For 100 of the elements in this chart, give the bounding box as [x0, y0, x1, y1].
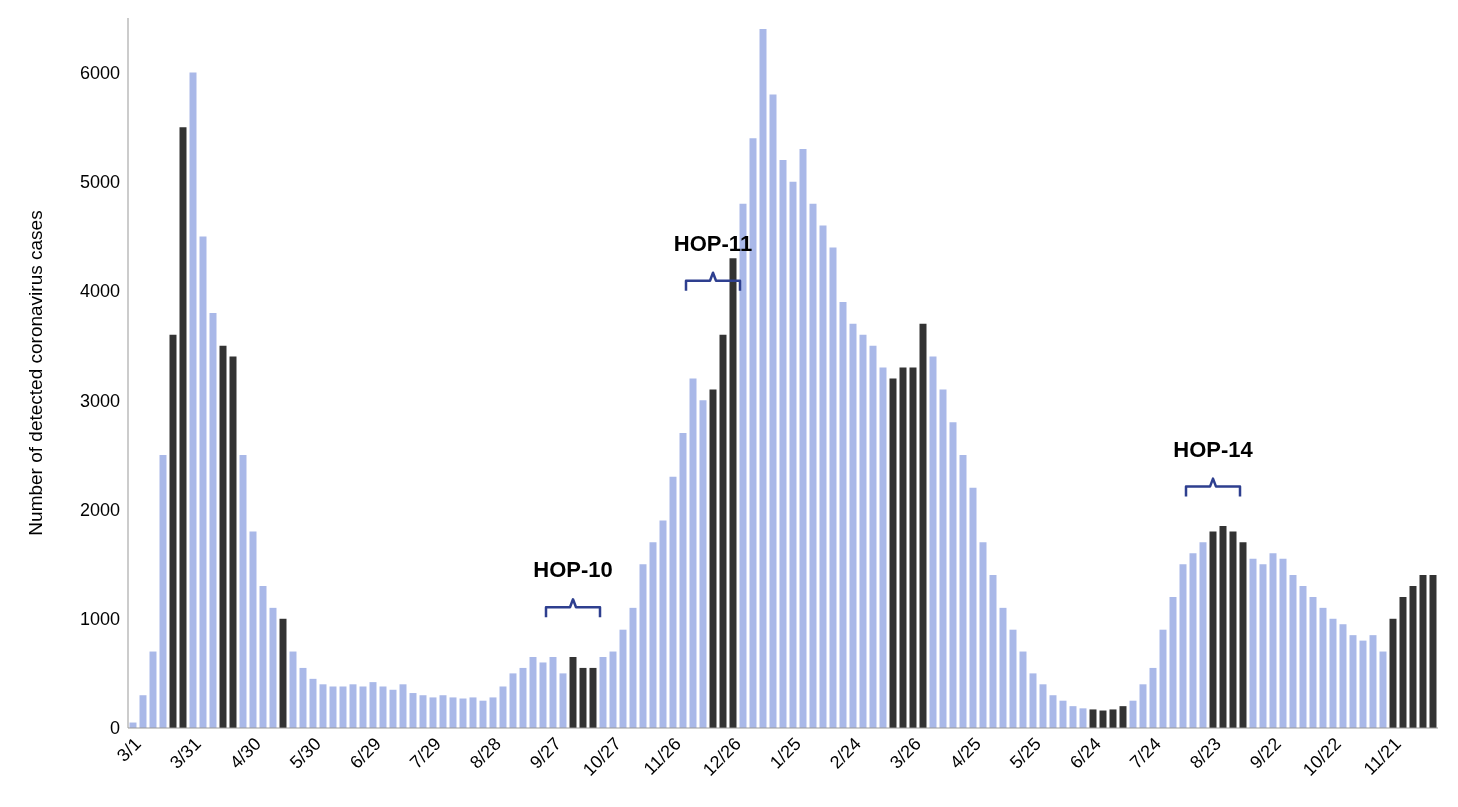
bar	[1219, 525, 1227, 728]
bar	[759, 28, 767, 728]
bar	[629, 607, 637, 728]
bar	[429, 697, 437, 728]
bar	[299, 667, 307, 728]
bar	[279, 618, 287, 728]
x-tick-label: 7/29	[405, 733, 445, 773]
bar	[1199, 542, 1207, 728]
bar	[1289, 575, 1297, 728]
bar	[1349, 635, 1357, 728]
bar	[319, 684, 327, 728]
bar	[1389, 618, 1397, 728]
bar	[659, 520, 667, 728]
bar	[669, 476, 677, 728]
bar	[489, 697, 497, 728]
bar	[639, 564, 647, 728]
bar	[729, 258, 737, 728]
bar	[829, 247, 837, 728]
x-tick-label: 8/23	[1185, 733, 1225, 773]
bar	[1179, 564, 1187, 728]
bar	[909, 367, 917, 728]
bar	[369, 682, 377, 728]
bar	[889, 378, 897, 728]
bar	[799, 149, 807, 728]
y-tick-label: 4000	[79, 281, 120, 302]
bar	[439, 695, 447, 728]
bar	[1079, 708, 1087, 728]
bar	[209, 312, 217, 728]
bar	[779, 160, 787, 728]
bar	[1039, 684, 1047, 728]
bar	[609, 651, 617, 728]
bar	[379, 686, 387, 728]
bar	[1339, 624, 1347, 728]
bar	[1019, 651, 1027, 728]
bar	[919, 323, 927, 728]
bar	[929, 356, 937, 728]
y-tick-label: 6000	[79, 63, 120, 84]
bar	[539, 662, 547, 728]
bar	[1069, 706, 1077, 728]
bar	[849, 323, 857, 728]
bar	[519, 667, 527, 728]
annotation: HOP-14	[1173, 436, 1254, 462]
bar	[969, 487, 977, 728]
x-tick-label: 9/22	[1245, 733, 1285, 773]
bar	[1059, 700, 1067, 728]
bar	[1099, 710, 1107, 728]
bar	[389, 689, 397, 728]
bar	[1429, 575, 1437, 728]
bar	[199, 236, 207, 728]
bar	[1209, 531, 1217, 728]
bar	[689, 378, 697, 728]
bar	[819, 225, 827, 728]
bar	[1159, 629, 1167, 728]
bar	[979, 542, 987, 728]
bar	[589, 667, 597, 728]
bar	[559, 673, 567, 728]
x-tick-label: 8/28	[465, 733, 505, 773]
bar	[649, 542, 657, 728]
bar	[1029, 673, 1037, 728]
bar	[1239, 542, 1247, 728]
bar	[459, 698, 467, 728]
bar	[1089, 709, 1097, 728]
bar	[219, 345, 227, 728]
bar	[789, 181, 797, 728]
x-tick-label: 4/30	[225, 733, 265, 773]
bar	[999, 607, 1007, 728]
bar	[719, 334, 727, 728]
bar	[899, 367, 907, 728]
bar	[469, 697, 477, 728]
bar	[1269, 553, 1277, 728]
annotation: HOP-11	[673, 230, 753, 256]
bar	[1249, 558, 1257, 728]
bar	[949, 422, 957, 728]
bar	[1369, 635, 1377, 728]
bar	[349, 684, 357, 728]
bar	[549, 657, 557, 728]
bar	[859, 334, 867, 728]
annotation: HOP-10	[533, 557, 613, 583]
y-tick-label: 2000	[79, 499, 120, 520]
bar	[259, 586, 267, 728]
bar	[159, 454, 167, 728]
bar	[399, 684, 407, 728]
bar	[1169, 596, 1177, 728]
bar	[529, 657, 537, 728]
bar	[249, 531, 257, 728]
bar	[1229, 531, 1237, 728]
bar	[329, 686, 337, 728]
bar	[1139, 684, 1147, 728]
bar	[169, 334, 177, 728]
bar	[1189, 553, 1197, 728]
bar	[1359, 640, 1367, 728]
bar	[939, 389, 947, 728]
bar	[239, 454, 247, 728]
bar	[769, 94, 777, 728]
bar	[139, 695, 147, 728]
bar	[579, 667, 587, 728]
y-tick-label: 1000	[79, 609, 120, 630]
bar	[599, 657, 607, 728]
bar	[569, 657, 577, 728]
bar	[839, 302, 847, 728]
